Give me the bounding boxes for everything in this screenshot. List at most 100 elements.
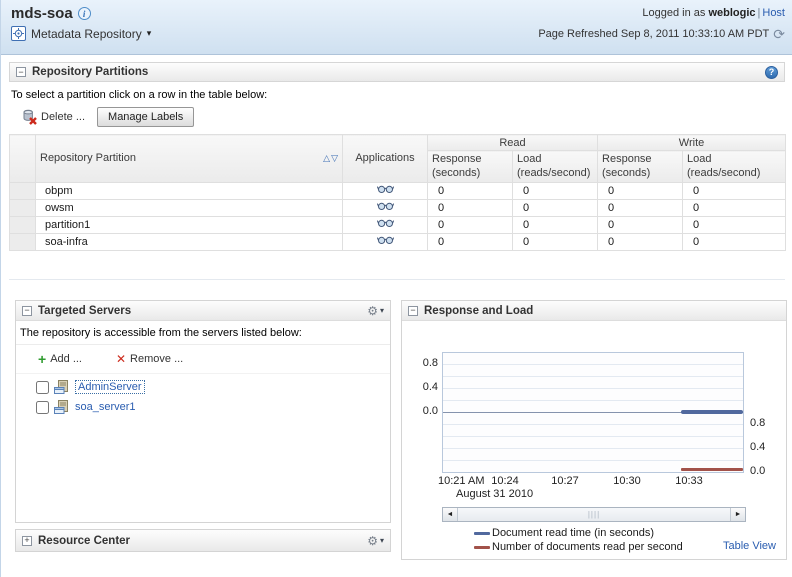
delete-button-label: Delete ... [41,111,86,123]
legend-swatch-red [474,545,490,549]
separator: | [757,7,761,19]
x-axis-tick: 10:21 AM [438,475,485,487]
response-load-chart: 0.8 0.4 0.0 0.8 0.4 0.0 10:21 AM 10:24 1… [402,321,786,559]
partition-name[interactable]: partition1 [35,215,343,234]
partition-name[interactable]: owsm [35,198,343,217]
sort-descending-icon[interactable]: ▽ [331,152,338,163]
server-icon [54,400,68,414]
server-icon [54,380,68,394]
chart-legend: Document read time (in seconds) Number o… [474,526,683,554]
host-link[interactable]: Host [762,7,785,19]
logged-in-user: weblogic [708,7,756,19]
scrollbar-grip[interactable]: |||| [587,510,601,519]
partitions-table: Repository Partition △ ▽ Applications Re… [9,134,787,251]
table-row[interactable]: owsm 0 0 0 0 [9,198,787,217]
row-selector[interactable] [9,232,36,251]
targeted-servers-header: − Targeted Servers ⚙ ▾ [16,301,390,321]
row-selector[interactable] [9,181,36,200]
chevron-down-icon: ▾ [146,28,152,38]
remove-x-icon: ✕ [115,352,127,366]
group-header-write: Write [597,134,787,151]
resource-center-header[interactable]: + Resource Center ⚙ ▾ [16,530,390,551]
right-axis-tick: 0.0 [750,465,766,477]
page-title: mds-soa [11,5,73,22]
logged-in-prefix: Logged in as [642,7,706,19]
table-row[interactable]: partition1 0 0 0 0 [9,215,787,234]
table-view-link[interactable]: Table View [723,540,776,552]
legend-item: Number of documents read per second [474,540,683,554]
write-load-value: 0 [682,232,787,251]
partition-header-label: Repository Partition [40,152,136,165]
collapse-icon[interactable]: − [16,67,26,77]
add-button[interactable]: + Add ... [34,350,86,368]
gear-icon: ⚙ [367,533,378,548]
table-row[interactable]: soa-infra 0 0 0 0 [9,232,787,251]
repository-partitions-section: − Repository Partitions ? To select a pa… [9,62,787,280]
info-icon[interactable]: i [77,7,91,20]
database-delete-icon [23,109,37,125]
collapse-icon[interactable]: − [408,305,418,316]
scrollbar-track[interactable]: |||| [458,508,730,521]
delete-button[interactable]: Delete ... [17,107,89,127]
partition-name[interactable]: obpm [35,181,343,200]
x-axis-tick: 10:33 [675,475,703,487]
remove-button[interactable]: ✕ Remove ... [112,351,187,367]
read-load-value: 0 [511,232,599,251]
server-link[interactable]: soa_server1 [75,401,136,413]
server-checkbox[interactable] [36,400,49,414]
right-axis-tick: 0.8 [750,417,766,429]
legend-item: Document read time (in seconds) [474,526,683,540]
column-header-applications: Applications [342,134,428,183]
refresh-icon[interactable]: ⟳ [773,26,785,42]
group-header-read: Read [426,134,599,151]
x-axis-tick: 10:30 [613,475,641,487]
metadata-repository-icon [11,26,26,41]
read-response-value: 0 [427,198,513,217]
eyeglasses-icon[interactable] [376,218,394,231]
add-button-label: Add ... [50,353,82,365]
list-item: soa_server1 [36,400,390,414]
row-selector[interactable] [9,215,36,234]
legend-swatch-blue [474,531,490,535]
scroll-left-button[interactable]: ◄ [443,508,458,521]
server-checkbox[interactable] [36,380,49,394]
section-title: Response and Load [424,304,534,317]
manage-labels-button[interactable]: Manage Labels [97,107,195,127]
chevron-down-icon: ▾ [379,306,384,315]
chart-scrollbar[interactable]: ◄ |||| ► [442,507,746,522]
plot-area [442,352,744,473]
instruction-text: The repository is accessible from the se… [20,327,302,339]
expand-icon[interactable]: + [22,535,32,546]
row-selector[interactable] [9,198,36,217]
left-axis-tick: 0.4 [422,381,438,393]
server-link[interactable]: AdminServer [75,380,145,394]
section-menu-button[interactable]: ⚙ ▾ [367,535,384,547]
sort-ascending-icon[interactable]: △ [323,152,331,163]
write-response-value: 0 [597,181,684,200]
read-response-value: 0 [427,181,513,200]
eyeglasses-icon[interactable] [376,201,394,214]
x-axis-tick: 10:24 [491,475,519,487]
partition-name[interactable]: soa-infra [35,232,343,251]
eyeglasses-icon[interactable] [376,235,394,248]
write-load-value: 0 [682,215,787,234]
scroll-right-button[interactable]: ► [730,508,745,521]
legend-label: Number of documents read per second [492,541,683,553]
resource-center-section: + Resource Center ⚙ ▾ [15,529,391,552]
eyeglasses-icon[interactable] [376,184,394,197]
chevron-down-icon: ▾ [379,536,384,545]
table-row[interactable]: obpm 0 0 0 0 [9,181,787,200]
banner-left: mds-soa i Metadata Repository ▾ [11,5,151,54]
section-menu-button[interactable]: ⚙ ▾ [367,305,384,317]
logged-in-line: Logged in as weblogic | Host [538,7,785,19]
refresh-line: Page Refreshed Sep 8, 2011 10:33:10 AM P… [538,27,785,41]
write-response-value: 0 [597,215,684,234]
collapse-icon[interactable]: − [22,305,32,316]
column-header-partition[interactable]: Repository Partition △ ▽ [35,134,343,183]
instruction-text: To select a partition click on a row in … [11,89,268,101]
top-banner: mds-soa i Metadata Repository ▾ Log [1,0,792,55]
context-menu[interactable]: Metadata Repository ▾ [11,26,151,41]
remove-button-label: Remove ... [130,353,184,365]
help-icon[interactable]: ? [765,65,778,79]
